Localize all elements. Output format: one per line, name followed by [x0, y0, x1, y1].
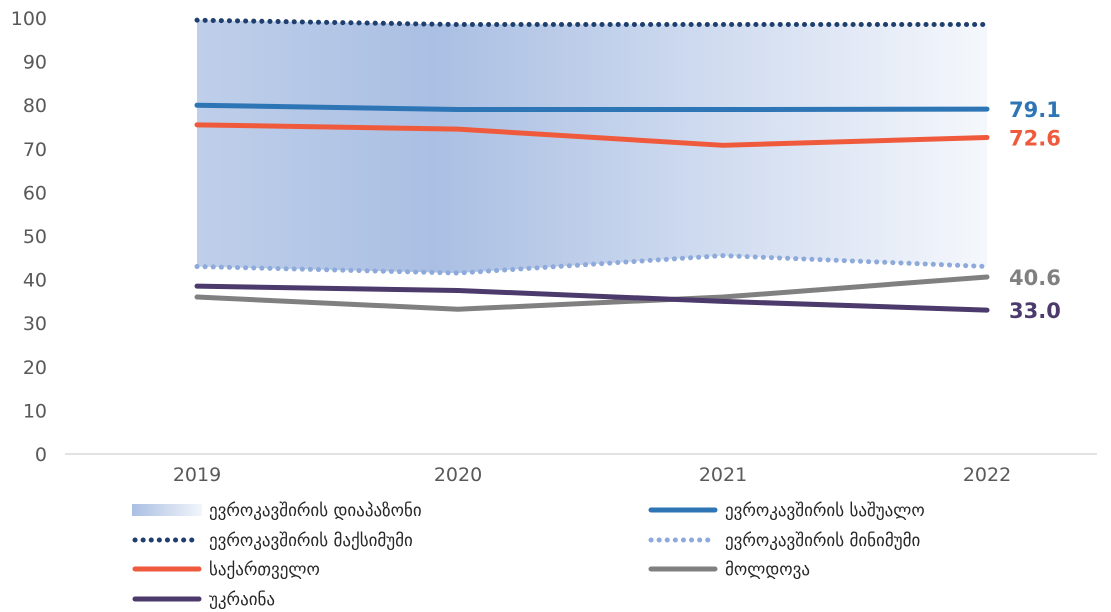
legend-label: უკრაინა — [209, 590, 275, 610]
y-tick-label: 30 — [23, 313, 47, 335]
legend-label: საქართველო — [209, 560, 320, 580]
axis-layer: 0 10 20 30 40 50 60 70 80 90 100 2019 2020 2021 2022 — [11, 8, 1097, 486]
x-tick-label: 2022 — [963, 464, 1011, 486]
series-3-line — [194, 253, 990, 276]
series-5-end-label: 40.6 — [1009, 266, 1061, 290]
legend-label: ევროკავშირის საშუალო — [725, 501, 925, 521]
y-tick-label: 20 — [23, 357, 47, 379]
series-1-line — [194, 102, 990, 113]
legend-label: ევროკავშირის მაქსიმუმი — [209, 531, 413, 551]
legend-label: ევროკავშირის დიაპაზონი — [209, 501, 422, 521]
y-tick-label: 50 — [23, 226, 47, 248]
y-tick-label: 10 — [23, 400, 47, 422]
legend: ევროკავშირის დიაპაზონი ევროკავშირის საშუა… — [132, 501, 925, 610]
series-1-end-label: 79.1 — [1009, 98, 1061, 122]
series-2-line — [194, 17, 990, 28]
y-tick-label: 70 — [23, 139, 47, 161]
end-label-layer: 79.1 72.6 40.6 33.0 — [1009, 98, 1061, 323]
x-tick-label: 2021 — [699, 464, 747, 486]
series-6-line — [194, 283, 990, 313]
y-tick-label: 0 — [35, 444, 47, 466]
x-tick-label: 2020 — [434, 464, 482, 486]
eu-range-band — [197, 20, 987, 274]
series-4-end-label: 72.6 — [1009, 126, 1061, 150]
y-tick-label: 60 — [23, 182, 47, 204]
y-tick-label: 90 — [23, 52, 47, 74]
y-tick-label: 40 — [23, 270, 47, 292]
legend-swatch-band — [132, 504, 202, 516]
x-tick-label: 2019 — [173, 464, 221, 486]
series-4-line — [194, 122, 990, 148]
series-5-line — [194, 274, 990, 312]
legend-label: მოლდოვა — [725, 560, 810, 580]
y-tick-label: 80 — [23, 95, 47, 117]
series-layer — [194, 17, 990, 313]
range-band-layer — [197, 20, 987, 274]
legend-label: ევროკავშირის მინიმუმი — [725, 531, 920, 551]
y-tick-label: 100 — [11, 8, 47, 30]
series-6-end-label: 33.0 — [1009, 299, 1061, 323]
